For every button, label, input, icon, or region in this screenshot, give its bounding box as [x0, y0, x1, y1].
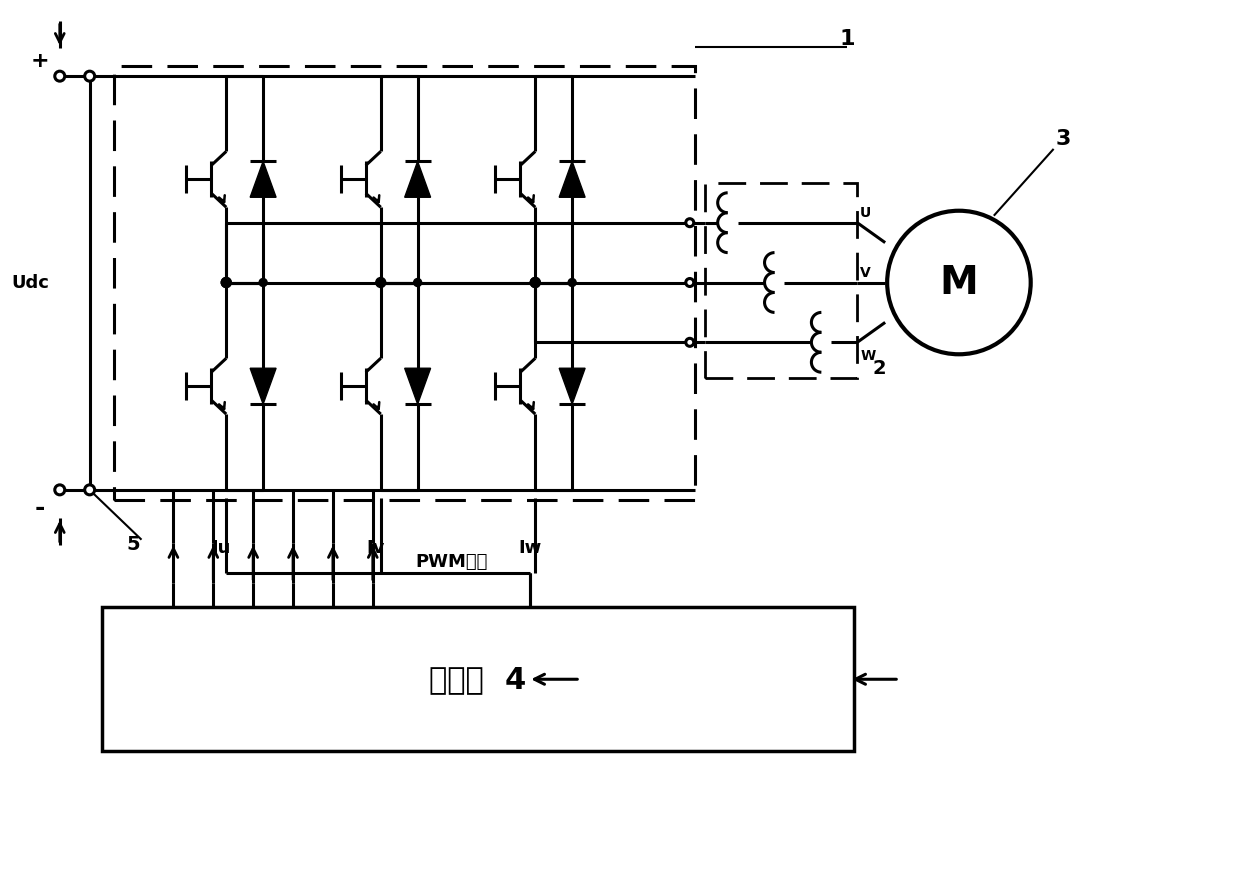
Polygon shape: [250, 368, 276, 404]
Text: Iv: Iv: [367, 539, 385, 557]
Text: PWM信号: PWM信号: [415, 552, 488, 571]
Text: W: W: [860, 350, 876, 363]
Circle shape: [686, 279, 694, 287]
Circle shape: [84, 485, 94, 495]
Text: 3: 3: [1056, 129, 1072, 149]
Text: -: -: [35, 496, 45, 519]
Polygon shape: [559, 368, 585, 404]
Polygon shape: [405, 368, 431, 404]
Text: +: +: [31, 51, 50, 71]
Text: 5: 5: [126, 535, 140, 554]
Circle shape: [569, 279, 576, 287]
Circle shape: [686, 338, 694, 346]
Bar: [705, 183, 857, 378]
Text: 2: 2: [872, 358, 886, 378]
Text: Iw: Iw: [519, 539, 541, 557]
Text: U: U: [860, 205, 871, 219]
Circle shape: [375, 278, 385, 288]
Circle shape: [530, 278, 540, 288]
Circle shape: [222, 278, 232, 288]
Bar: [114, 66, 695, 500]
Circle shape: [84, 71, 94, 81]
Polygon shape: [405, 161, 431, 197]
Text: 主控板  4: 主控板 4: [429, 665, 527, 694]
Circle shape: [259, 279, 268, 287]
Text: M: M: [939, 264, 979, 302]
Polygon shape: [250, 161, 276, 197]
Circle shape: [414, 279, 421, 287]
Text: Iu: Iu: [212, 539, 230, 557]
Circle shape: [530, 278, 540, 288]
Bar: [102, 607, 854, 751]
Polygon shape: [559, 161, 585, 197]
Circle shape: [686, 219, 694, 227]
Circle shape: [55, 485, 64, 495]
Text: Udc: Udc: [11, 273, 48, 291]
Text: 1: 1: [840, 29, 855, 50]
Text: V: V: [860, 266, 871, 280]
Circle shape: [222, 278, 232, 288]
Circle shape: [55, 71, 64, 81]
